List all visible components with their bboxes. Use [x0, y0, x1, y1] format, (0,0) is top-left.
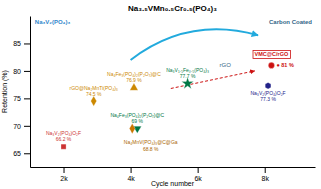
point-value-label: 69 %	[132, 118, 144, 124]
annotation: Carbon Coated	[269, 19, 312, 25]
marks	[61, 29, 275, 149]
plot: 2k 4k 6k 8k 65 70 75 80 85 Cycle number Retention …	[1, 4, 316, 188]
annotation: Na₃V₂(PO₄)₃	[35, 19, 71, 25]
highlight-point	[268, 62, 274, 68]
x-tick-mark	[265, 167, 266, 173]
y-tick-label: 75	[13, 95, 21, 102]
y-tick: 70	[13, 123, 30, 130]
annotation: Na₄MnV(PO₄)₃@C@Ga	[124, 139, 178, 145]
x-tick-mark	[198, 167, 199, 173]
y-axis: 65 70 75 80 85	[13, 17, 30, 168]
point-value-label: 66.2 %	[56, 136, 72, 142]
highlight-value-label: ● 81 %	[276, 62, 293, 68]
y-tick: 65	[13, 150, 30, 157]
point-value-label: 77.3 %	[260, 96, 276, 102]
point	[91, 96, 97, 106]
arrow	[171, 71, 255, 89]
highlight-label: VMC@C/rGO	[255, 51, 290, 57]
point-value-label: 77.7 %	[180, 73, 196, 79]
point-value-label: 76.9 %	[126, 77, 142, 83]
chart: 2k 4k 6k 8k 65 70 75 80 85 Cycle number Retention …	[0, 0, 321, 189]
point	[129, 123, 135, 133]
y-axis-line	[30, 17, 31, 168]
x-tick: 8k	[262, 167, 270, 182]
y-tick-mark	[24, 71, 30, 72]
chart-title: Na₃.₅VMn₀.₅Cr₀.₅(PO₄)₃	[128, 4, 217, 13]
x-axis-title: Cycle number	[151, 180, 195, 188]
y-tick-label: 85	[13, 40, 21, 47]
x-tick: 6k	[194, 167, 202, 182]
y-tick-label: 70	[13, 123, 21, 130]
x-tick: 2k	[60, 167, 68, 182]
y-tick-mark	[24, 126, 30, 127]
y-tick-mark	[24, 43, 30, 44]
y-tick-mark	[24, 153, 30, 154]
annotation: rGO	[220, 62, 232, 68]
point	[61, 144, 66, 149]
x-tick-label: 6k	[194, 175, 202, 182]
x-tick-label: 4k	[127, 175, 135, 182]
arrow	[131, 29, 258, 60]
label-box	[253, 50, 291, 58]
x-tick: 4k	[127, 167, 135, 182]
x-tick-mark	[131, 167, 132, 173]
y-tick: 85	[13, 40, 30, 47]
y-tick-mark	[24, 98, 30, 99]
point-value-label: 74.5 %	[86, 91, 102, 97]
x-tick-label: 8k	[262, 175, 270, 182]
x-tick-mark	[64, 167, 65, 173]
point	[265, 82, 271, 89]
y-tick: 75	[13, 95, 30, 102]
point	[130, 83, 138, 90]
y-tick: 80	[13, 68, 30, 75]
x-axis-line	[31, 167, 316, 168]
y-axis-title: Retention (%)	[1, 70, 9, 113]
annotation-value: 68.8 %	[143, 146, 159, 152]
x-tick-label: 2k	[60, 175, 68, 182]
y-tick-label: 80	[13, 68, 21, 75]
y-tick-label: 65	[13, 150, 21, 157]
labels: Na₃V₂(PO₄)O₂F66.2 %rGO@Na₂MnTi(PO₄)₃74.5…	[35, 19, 312, 152]
